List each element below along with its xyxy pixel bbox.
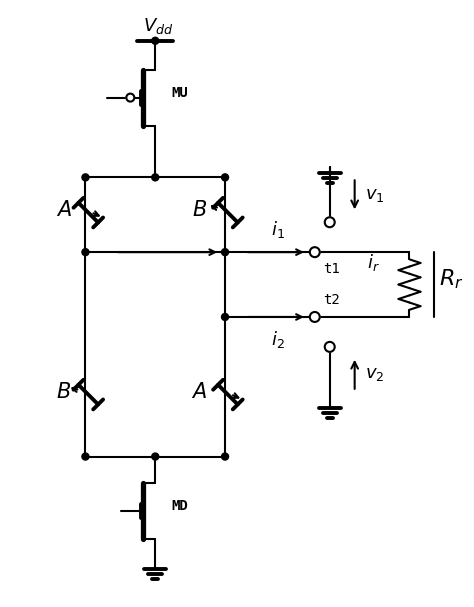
Circle shape <box>325 342 335 352</box>
Text: MD: MD <box>171 500 188 514</box>
Circle shape <box>310 312 320 322</box>
Circle shape <box>221 313 228 320</box>
Text: t2: t2 <box>323 293 339 307</box>
Text: $V_{dd}$: $V_{dd}$ <box>143 16 173 36</box>
Circle shape <box>221 249 228 256</box>
Circle shape <box>152 37 159 44</box>
Circle shape <box>82 453 89 460</box>
Text: $v_1$: $v_1$ <box>365 186 384 204</box>
Circle shape <box>221 174 228 181</box>
Text: $i_r$: $i_r$ <box>367 251 380 273</box>
Circle shape <box>82 249 89 256</box>
Text: $B$: $B$ <box>56 382 71 402</box>
Circle shape <box>152 174 159 181</box>
Text: $B$: $B$ <box>191 200 207 220</box>
Text: t1: t1 <box>323 262 339 276</box>
Circle shape <box>325 217 335 227</box>
Circle shape <box>221 453 228 460</box>
Circle shape <box>82 174 89 181</box>
Circle shape <box>310 247 320 257</box>
Text: $R_r$: $R_r$ <box>439 268 464 291</box>
Circle shape <box>152 453 159 460</box>
Text: $A$: $A$ <box>55 200 72 220</box>
Text: $i_2$: $i_2$ <box>271 329 285 350</box>
Text: $v_2$: $v_2$ <box>365 365 384 383</box>
Text: $A$: $A$ <box>191 382 207 402</box>
Text: $i_1$: $i_1$ <box>271 219 285 240</box>
Circle shape <box>127 93 134 101</box>
Text: MU: MU <box>171 86 188 100</box>
